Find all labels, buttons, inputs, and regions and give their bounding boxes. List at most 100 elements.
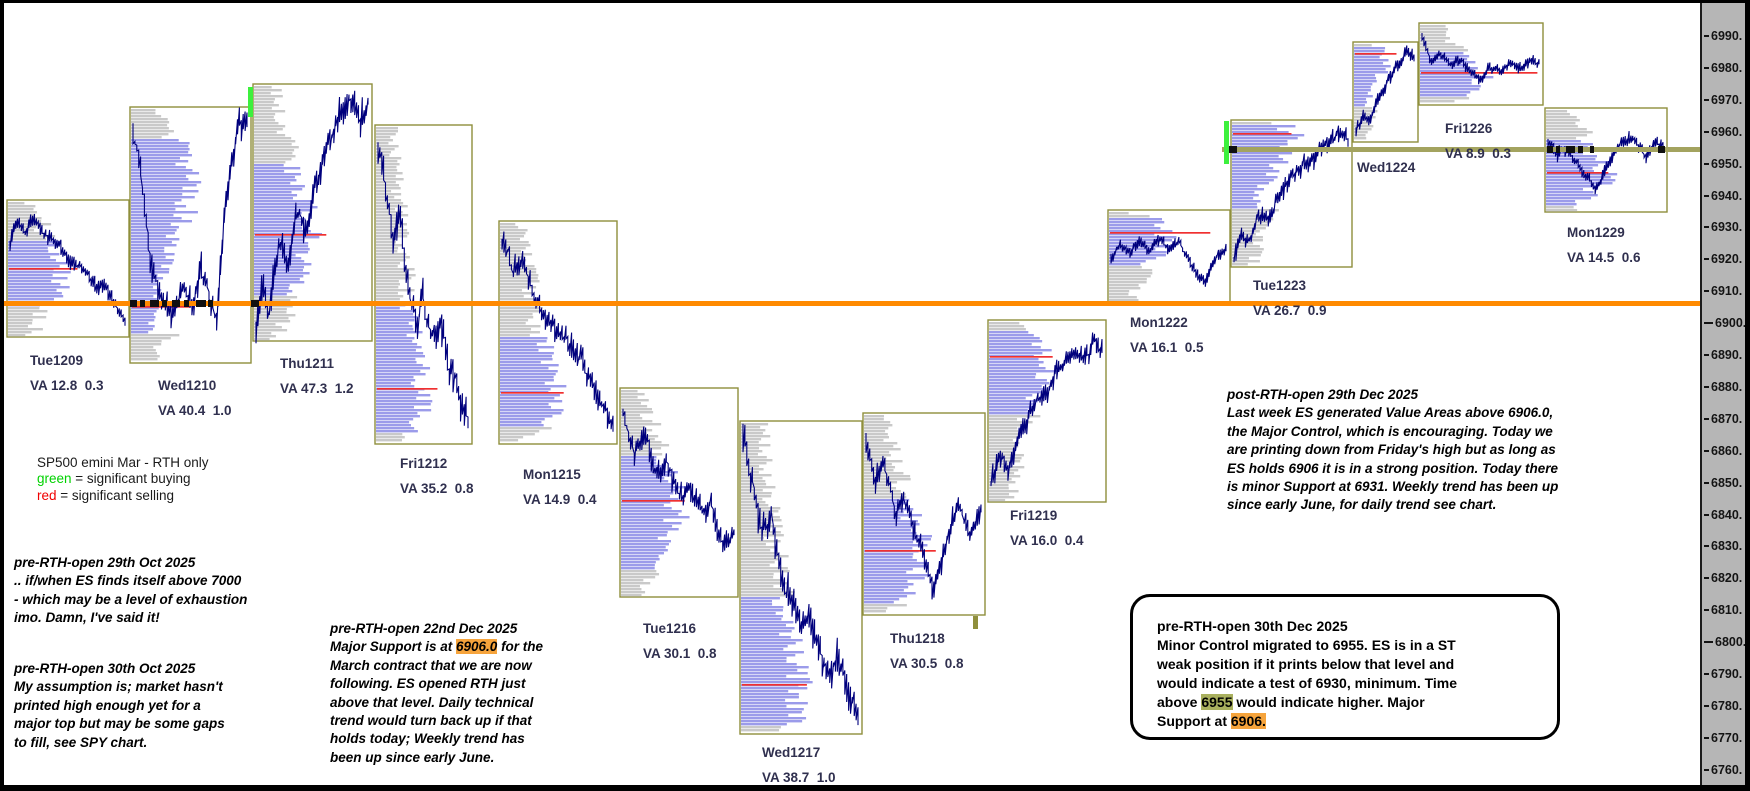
note-line: pre-RTH-open 29th Oct 2025 bbox=[14, 554, 247, 572]
note-line: major top but may be some gaps bbox=[14, 715, 225, 733]
tick-label: 6950. bbox=[1711, 156, 1743, 171]
note-text: is minor Support at 6931. Weekly trend h… bbox=[1227, 478, 1559, 494]
session-label-tue1216: Tue1216 VA 30.1 0.8 bbox=[643, 616, 717, 666]
tick-label: 6850. bbox=[1711, 475, 1743, 490]
note-text: Support at bbox=[1157, 713, 1231, 729]
tick-dash bbox=[1704, 322, 1713, 325]
note-text: since early June, for daily trend see ch… bbox=[1227, 497, 1497, 513]
price-tick bbox=[1590, 146, 1594, 153]
tick-label: 6800. bbox=[1715, 635, 1747, 650]
price-axis[interactable]: 6990. 6980. 6970. 6960. 6950. 6940. 6930. 6920.… bbox=[1700, 0, 1747, 791]
axis-tick: 6780. bbox=[1704, 698, 1742, 714]
tick-label: 6830. bbox=[1711, 539, 1743, 554]
note-line: Last week ES generated Value Areas above… bbox=[1227, 404, 1558, 422]
session-label-thu1211: Thu1211 VA 47.3 1.2 bbox=[280, 351, 354, 401]
tick-label: 6910. bbox=[1711, 284, 1743, 299]
value-area-label: VA 30.5 0.8 bbox=[890, 656, 964, 671]
note-text: pre-RTH-open 22nd Dec 2025 bbox=[330, 621, 518, 636]
value-area-label: VA 40.4 1.0 bbox=[158, 403, 232, 418]
price-tick bbox=[208, 300, 213, 307]
legend-buying-text: = significant buying bbox=[71, 471, 191, 487]
tick-dash bbox=[1704, 641, 1713, 644]
session-wed1210 bbox=[129, 106, 252, 364]
highlighted-level: would indicate higher. Major bbox=[1232, 694, 1425, 710]
note-text: holds today; Weekly trend has bbox=[330, 731, 525, 747]
session-mon1229 bbox=[1544, 107, 1668, 213]
note-text: imo. Damn, I've said it! bbox=[14, 610, 160, 626]
note-text: pre-RTH-open 30th Dec 2025 bbox=[1157, 618, 1348, 634]
session-name: Wed1224 bbox=[1357, 160, 1416, 175]
highlighted-level: 6955 bbox=[1201, 694, 1233, 710]
note-line: Major Support is at 6906.0 for the bbox=[330, 638, 543, 656]
axis-tick: 6950. bbox=[1704, 156, 1742, 172]
session-label-fri1226: Fri1226 VA 8.9 0.3 bbox=[1445, 116, 1511, 166]
note-pre-rth-22-dec: pre-RTH-open 22nd Dec 2025 Major Support … bbox=[330, 620, 543, 767]
axis-tick: 6830. bbox=[1704, 538, 1742, 554]
session-label-thu1218: Thu1218 VA 30.5 0.8 bbox=[890, 626, 964, 676]
session-label-mon1215: Mon1215 VA 14.9 0.4 bbox=[523, 462, 597, 512]
session-name: Tue1223 bbox=[1253, 278, 1307, 293]
note-line: .. if/when ES finds itself above 7000 bbox=[14, 572, 247, 590]
note-line: weak position if it prints below that le… bbox=[1157, 655, 1547, 674]
tick-label: 6820. bbox=[1711, 571, 1743, 586]
note-text: are printing down from Friday's high but… bbox=[1227, 442, 1556, 458]
note-line: would indicate a test of 6930, minimum. … bbox=[1157, 674, 1547, 693]
price-tick bbox=[1556, 146, 1560, 153]
tick-label: 6960. bbox=[1711, 124, 1743, 139]
session-thu1218 bbox=[862, 412, 986, 616]
note-line: above that level. Daily technical bbox=[330, 694, 543, 712]
session-label-tue1209: Tue1209 VA 12.8 0.3 bbox=[30, 348, 104, 398]
legend-red-word: red bbox=[37, 487, 57, 503]
price-tick bbox=[1566, 146, 1575, 153]
session-label-wed1210: Wed1210 VA 40.4 1.0 bbox=[158, 373, 232, 423]
axis-tick: 6960. bbox=[1704, 124, 1742, 140]
tick-label: 6920. bbox=[1711, 252, 1743, 267]
tick-label: 6930. bbox=[1711, 220, 1743, 235]
tick-dash bbox=[1704, 736, 1709, 739]
tick-dash bbox=[1704, 513, 1709, 516]
session-mon1222 bbox=[1107, 209, 1231, 304]
note-line: pre-RTH-open 30th Oct 2025 bbox=[14, 660, 225, 678]
tick-label: 6970. bbox=[1711, 92, 1743, 107]
tick-label: 6900. bbox=[1715, 316, 1747, 331]
tick-dash bbox=[1704, 577, 1709, 580]
axis-tick: 6910. bbox=[1704, 283, 1742, 299]
session-name: Tue1209 bbox=[30, 353, 84, 368]
legend-buying: green = significant buying bbox=[37, 471, 209, 487]
note-text: My assumption is; market hasn't bbox=[14, 679, 223, 695]
note-text: Last week ES generated Value Areas above… bbox=[1227, 405, 1554, 421]
value-area-label: VA 16.0 0.4 bbox=[1010, 533, 1084, 548]
note-text: .. if/when ES finds itself above 7000 bbox=[14, 573, 242, 589]
note-line: are printing down from Friday's high but… bbox=[1227, 441, 1558, 459]
session-name: Tue1216 bbox=[643, 621, 697, 636]
tick-label: 6990. bbox=[1711, 29, 1743, 43]
legend-selling: red = significant selling bbox=[37, 488, 209, 504]
axis-tick: 6770. bbox=[1704, 730, 1742, 746]
note-text: been up since early June. bbox=[330, 749, 495, 765]
frame-border-bottom bbox=[0, 785, 1750, 791]
session-name: Fri1212 bbox=[400, 456, 448, 471]
note-line: to fill, see SPY chart. bbox=[14, 734, 225, 752]
note-text: above bbox=[1157, 694, 1202, 710]
session-name: Fri1226 bbox=[1445, 121, 1493, 136]
axis-tick: 6840. bbox=[1704, 507, 1742, 523]
axis-tick: 6890. bbox=[1704, 347, 1742, 363]
highlighted-level: 6906.0 bbox=[456, 639, 498, 655]
tick-dash bbox=[1704, 354, 1709, 356]
session-fri1212 bbox=[374, 124, 473, 445]
note-line: imo. Damn, I've said it! bbox=[14, 609, 247, 627]
price-tick bbox=[130, 300, 137, 307]
value-area-label: VA 35.2 0.8 bbox=[400, 481, 474, 496]
major-support-line bbox=[4, 301, 1710, 306]
session-label-tue1223: Tue1223 VA 26.7 0.9 bbox=[1253, 273, 1327, 323]
session-tue1223 bbox=[1230, 119, 1353, 268]
tick-dash bbox=[1704, 673, 1709, 675]
axis-tick: 6860. bbox=[1704, 443, 1742, 459]
value-area-label: VA 14.9 0.4 bbox=[523, 492, 597, 507]
tick-label: 6880. bbox=[1711, 379, 1743, 394]
axis-tick: 6900. bbox=[1704, 315, 1746, 331]
note-text: to fill, see SPY chart. bbox=[14, 734, 148, 750]
note-line: ES holds 6906 it is in a strong position… bbox=[1227, 460, 1558, 478]
value-area-label: VA 8.9 0.3 bbox=[1445, 146, 1512, 161]
